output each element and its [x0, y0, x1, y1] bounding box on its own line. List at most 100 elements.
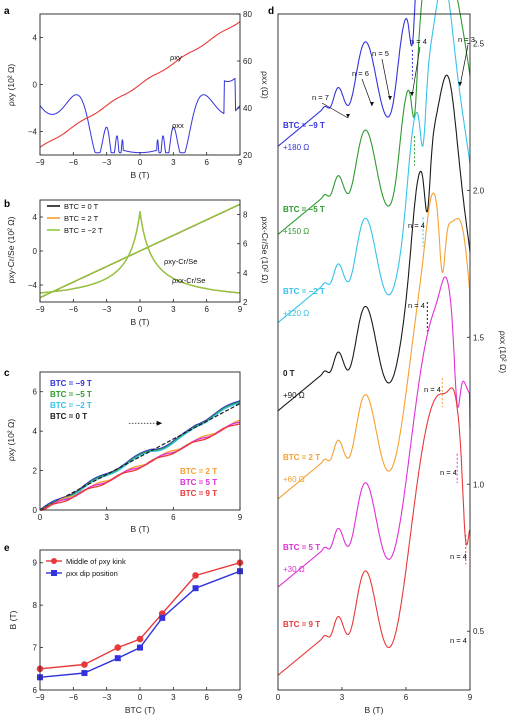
series-c-3	[39, 402, 241, 511]
series-d-2	[277, 0, 471, 324]
panel-b-xtick-label: −6	[69, 305, 79, 314]
series-e-1	[39, 570, 241, 678]
point-e-blue	[159, 614, 166, 621]
point-e-blue	[114, 655, 121, 662]
legend-c-top-label: BTC = −5 T	[50, 390, 92, 399]
panel-a-ytick-right-label: 40	[243, 104, 252, 113]
panel-d-xlabel: B (T)	[365, 705, 384, 715]
panel-c-frame	[39, 371, 241, 511]
panel-e-ytick-label: 8	[33, 601, 38, 610]
panel-d-n-arrow	[411, 46, 421, 97]
panel-a-xlabel: B (T)	[131, 170, 150, 180]
panel-b-xtick-label: −9	[35, 305, 45, 314]
panel-e-xlabel: BTC (T)	[125, 705, 155, 715]
legend-b-label: BTC = 2 T	[64, 214, 99, 223]
panel-d-frame	[277, 13, 471, 691]
panel-c-ytick-label: 0	[33, 506, 38, 515]
legend-e-label: ρxx dip position	[66, 569, 118, 578]
panel-d-ytick-label: 2.0	[473, 186, 485, 195]
panel-d-n-arrowhead	[388, 96, 392, 100]
series-c-4	[40, 419, 241, 511]
panel-label-e: e	[4, 543, 10, 554]
point-e-blue	[192, 585, 199, 592]
point-e-red	[136, 635, 144, 643]
panel-d-n4-label: n = 4	[408, 301, 425, 310]
panel-b: −9 −6 −3 0 3 6 9 −4 0 4 2 4 6 8 ρxy-Cr/Se (10² Ω) ρxx-C…	[6, 199, 270, 327]
panel-b-xtick-label: 9	[238, 305, 243, 314]
panel-b-rxy-label: ρxy-Cr/Se	[164, 257, 197, 266]
series-b-rxx-0	[39, 211, 241, 294]
panel-b-ylabel-right: ρxx-Cr/Se (10² Ω)	[260, 217, 270, 284]
panel-d-n4-label: n = 4	[408, 221, 425, 230]
point-e-red	[81, 661, 88, 668]
panel-a-xtick-label: 0	[138, 158, 143, 167]
panel-d-curve-label: BTC = 2 T	[283, 453, 320, 462]
panel-a-xtick-label: −6	[69, 158, 79, 167]
panel-d-ytick-label: 1.0	[473, 480, 485, 489]
legend-e-label: Middle of ρxy kink	[66, 557, 126, 566]
panel-d-ytick-label: 1.5	[473, 333, 485, 342]
panel-c-ylabel: ρxy (10² Ω)	[6, 419, 16, 462]
panel-a-xtick-label: −9	[35, 158, 45, 167]
panel-d-curve-label: BTC = 5 T	[283, 543, 320, 552]
series-d-5	[277, 276, 471, 588]
panel-e-xtick-label: −3	[102, 693, 112, 702]
panel-c-ytick-label: 2	[33, 467, 38, 476]
panel-d-xtick-label: 6	[404, 693, 409, 702]
panel-d-curve-label: BTC = 9 T	[283, 620, 320, 629]
legend-c-bottom-label: BTC = 9 T	[180, 489, 217, 498]
legend-c-top-label: BTC = −2 T	[50, 401, 92, 410]
panel-d-n-label: n = 3	[458, 35, 475, 44]
panel-d-n4-label: n = 4	[450, 636, 467, 645]
panel-d-offset-label: +60 Ω	[283, 475, 305, 484]
panel-c-xtick-label: 6	[171, 513, 176, 522]
panel-b-ytick-right-label: 6	[243, 240, 248, 249]
panel-a-ytick-right-label: 20	[243, 151, 252, 160]
panel-d-n-label: n = 4	[410, 37, 427, 46]
panel-d-offset-label: +150 Ω	[283, 227, 309, 236]
panel-e-xtick-label: 3	[171, 693, 176, 702]
panel-d-n-arrow	[381, 58, 391, 101]
panel-d-ytick-label: 0.5	[473, 627, 485, 636]
panel-b-ylabel-left: ρxy-Cr/Se (10² Ω)	[6, 216, 16, 283]
series-c-0	[39, 400, 241, 511]
panel-d-offset-label: +90 Ω	[283, 391, 305, 400]
panel-a-ylabel-right: ρxx (Ω)	[260, 71, 270, 99]
panel-b-xlabel: B (T)	[131, 317, 150, 327]
panel-e-ytick-label: 6	[33, 686, 38, 695]
panel-d-ylabel: ρxx (10² Ω)	[498, 331, 508, 374]
panel-label-a: a	[4, 6, 10, 17]
point-e-blue	[81, 670, 88, 677]
legend-e-marker	[51, 570, 57, 576]
panel-d-n4-label: n = 4	[424, 385, 441, 394]
panel-a-rxy-label: ρxy	[170, 53, 182, 62]
panel-a-ytick-left-label: 4	[33, 34, 38, 43]
panel-b-ytick-left-label: 4	[33, 213, 38, 222]
panel-e-xtick-label: −9	[35, 693, 45, 702]
panel-c-xtick-label: 3	[104, 513, 109, 522]
legend-b-label: BTC = 0 T	[64, 202, 99, 211]
panel-d-xtick-label: 9	[468, 693, 473, 702]
legend-b-label: BTC = −2 T	[64, 226, 103, 235]
series-b-rxy-2	[39, 203, 241, 298]
panel-d-n4-label: n = 4	[450, 552, 467, 561]
series-b-rxx-2	[39, 211, 241, 294]
point-e-blue	[137, 644, 143, 651]
series-c-6	[40, 423, 241, 511]
panel-d-curve-label: BTC = −5 T	[283, 205, 325, 214]
panel-b-ytick-right-label: 2	[243, 298, 248, 307]
legend-c-top-label: BTC = −9 T	[50, 379, 92, 388]
panel-label-c: c	[4, 368, 10, 379]
series-rxx-line	[39, 77, 241, 154]
panel-d-curve-label: BTC = −9 T	[283, 121, 325, 130]
series-d-3	[277, 74, 471, 412]
panel-label-b: b	[4, 199, 10, 210]
panel-d-xtick-label: 0	[276, 693, 281, 702]
panel-a-xtick-label: −3	[102, 158, 112, 167]
panel-b-rxx-label: ρxx-Cr/Se	[172, 276, 205, 285]
series-b-rxx-1	[39, 211, 241, 294]
panel-b-ytick-left-label: 0	[33, 247, 38, 256]
panel-d-n-arrowhead	[410, 92, 414, 96]
panel-d-n-label: n = 6	[352, 69, 369, 78]
panel-e-xtick-label: −6	[69, 693, 79, 702]
